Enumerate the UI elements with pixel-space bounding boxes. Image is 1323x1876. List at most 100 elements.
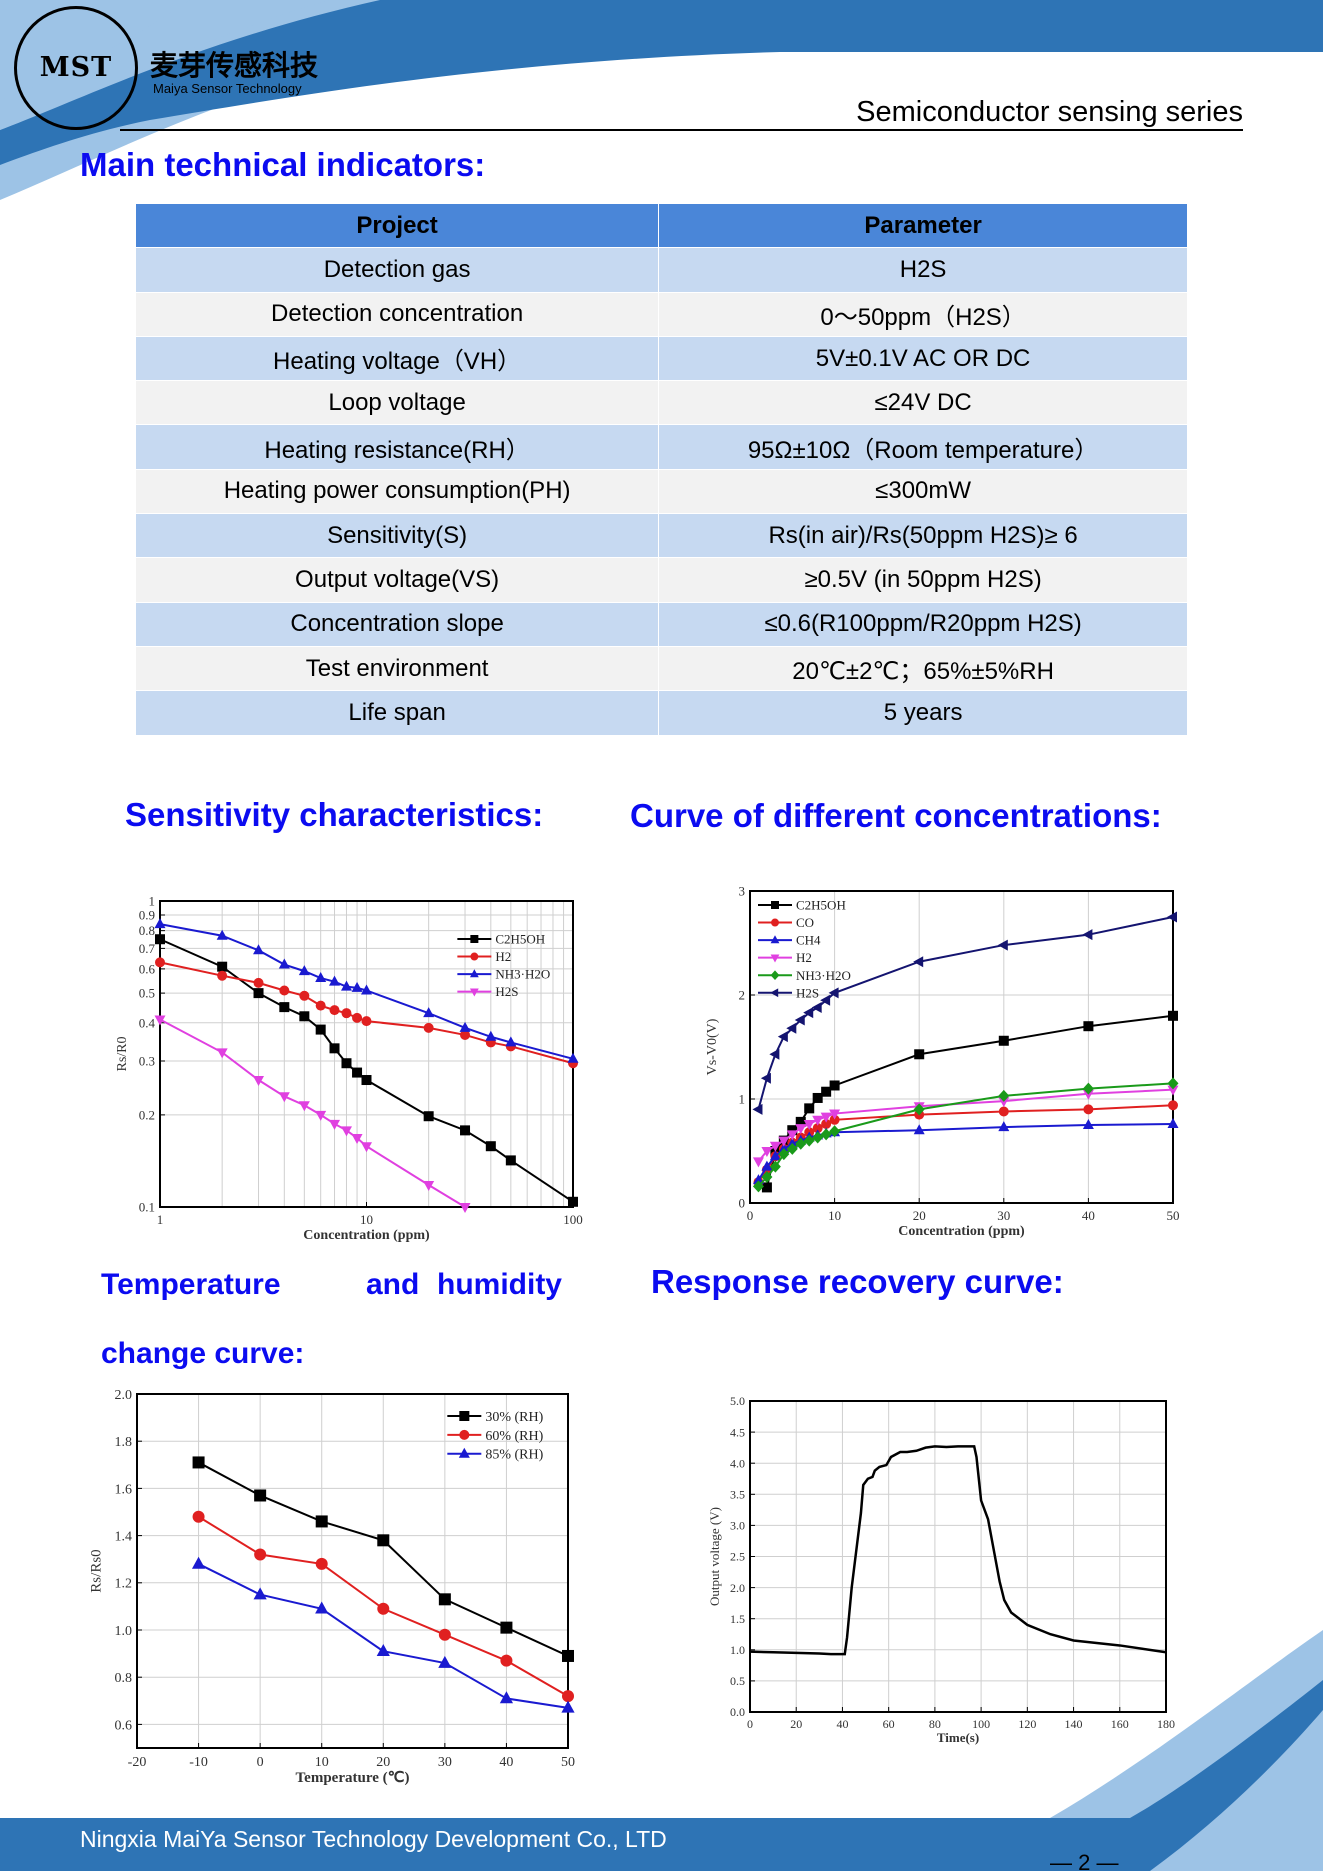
data-point — [1168, 1100, 1178, 1111]
table-row: Output voltage(VS) ≥0.5V (in 50ppm H2S) — [134, 557, 1188, 603]
project-cell: Heating power consumption(PH) — [134, 468, 660, 515]
table-row: Detection concentration 0～50ppm（H2S） — [134, 291, 1188, 337]
data-point — [778, 1142, 790, 1153]
y-tick-label: 0.8 — [139, 923, 155, 938]
legend-marker — [770, 954, 780, 963]
y-tick-label: 0.3 — [139, 1054, 155, 1069]
data-point — [562, 1649, 574, 1662]
x-axis-label: Temperature (℃) — [296, 1770, 410, 1786]
data-point — [253, 1076, 265, 1087]
data-point — [361, 1142, 372, 1153]
y-tick-label: 2 — [739, 988, 746, 1003]
data-point — [1167, 1117, 1179, 1128]
data-point — [253, 988, 264, 999]
data-point — [499, 1691, 514, 1704]
data-point — [812, 1092, 823, 1103]
data-point — [829, 1109, 841, 1120]
data-point — [191, 1556, 206, 1569]
header-divider — [120, 129, 1243, 131]
chart-4: 0 20 40 60 80 100 120 140 160 180 0.0 0.5 1.0 1.5 2.0 2… — [707, 1394, 1175, 1745]
legend-marker — [470, 952, 479, 961]
data-point — [377, 1534, 390, 1547]
series-h2s: H2S — [154, 984, 518, 1213]
legend-label: NH3·H2O — [796, 968, 851, 983]
project-cell: Concentration slope — [134, 601, 660, 647]
data-point — [786, 1137, 798, 1148]
x-tick-label: 50 — [1167, 1208, 1180, 1223]
y-axis-label: Rs/Rs0 — [89, 1549, 105, 1592]
x-tick-label: 0 — [257, 1755, 264, 1770]
data-point — [820, 1112, 832, 1123]
data-point — [217, 961, 228, 972]
legend-marker — [770, 970, 780, 980]
project-cell: Heating resistance(RH） — [134, 424, 660, 470]
data-point — [351, 1134, 363, 1145]
data-point — [752, 1103, 763, 1115]
y-tick-label: 0.6 — [115, 1718, 133, 1733]
x-tick-label: -10 — [189, 1755, 208, 1770]
data-point — [761, 1182, 772, 1193]
legend-label: C2H5OH — [796, 898, 846, 913]
data-point — [352, 1012, 363, 1023]
x-tick-label: 10 — [360, 1212, 373, 1227]
data-point — [254, 1489, 267, 1502]
y-tick-label: 0.7 — [139, 941, 156, 956]
x-tick-label: 120 — [1018, 1717, 1036, 1731]
table-row: Test environment 20℃±2℃；65%±5%RH — [134, 645, 1188, 692]
data-point — [423, 1022, 434, 1033]
project-cell: Heating voltage（VH） — [134, 335, 660, 382]
x-tick-label: 40 — [499, 1755, 513, 1770]
heading-change-curve: change curve: — [101, 1337, 305, 1370]
data-point — [254, 1548, 267, 1561]
data-point — [279, 1002, 290, 1013]
data-point — [315, 1601, 329, 1614]
data-point — [803, 1007, 814, 1019]
heading-concentration-curve: Curve of different concentrations: — [630, 797, 1162, 834]
legend-marker — [469, 969, 479, 978]
data-point — [279, 985, 290, 996]
data-point — [505, 1155, 516, 1166]
data-point — [459, 1203, 471, 1213]
column-header: Parameter — [658, 202, 1188, 249]
parameter-cell: H2S — [658, 247, 1188, 293]
data-point — [423, 1181, 435, 1192]
y-tick-label: 2.5 — [730, 1550, 745, 1564]
project-cell: Output voltage(VS) — [134, 557, 660, 603]
parameter-cell: 0～50ppm（H2S） — [658, 291, 1188, 337]
data-point — [786, 1142, 798, 1155]
x-tick-label: 100 — [972, 1717, 990, 1731]
data-point — [752, 1157, 764, 1168]
y-tick-label: 1.2 — [115, 1577, 133, 1592]
parameter-cell: 20℃±2℃；65%±5%RH — [658, 645, 1188, 692]
data-point — [253, 977, 264, 988]
table-row: Heating resistance(RH） 95Ω±10Ω（Room tempe… — [134, 424, 1188, 470]
data-point — [562, 1690, 574, 1703]
logo-circle — [14, 6, 138, 130]
data-point — [377, 1602, 390, 1615]
x-tick-label: 10 — [828, 1208, 841, 1223]
y-tick-label: 4.0 — [730, 1456, 745, 1470]
y-tick-label: 2.0 — [115, 1388, 133, 1403]
legend-marker — [771, 918, 779, 927]
data-point — [786, 1022, 797, 1034]
series-title: Semiconductor sensing series — [856, 96, 1243, 128]
plot-area — [137, 1394, 568, 1748]
data-point — [423, 1007, 435, 1018]
heading-response-recovery: Response recovery curve: — [651, 1263, 1064, 1300]
data-point — [795, 1137, 807, 1150]
data-point — [361, 1075, 372, 1086]
x-tick-label: 30 — [997, 1208, 1010, 1223]
data-point — [1082, 1082, 1094, 1095]
heading-main-indicators: Main technical indicators: — [80, 146, 486, 183]
data-point — [340, 1126, 352, 1137]
data-point — [500, 1654, 513, 1667]
data-point — [341, 1008, 352, 1019]
data-point — [299, 1011, 310, 1022]
series-nh3-h2o: NH3·H2O — [752, 968, 1179, 1193]
table-row: Detection gas H2S — [134, 247, 1188, 293]
data-point — [315, 1000, 326, 1011]
data-point — [829, 1125, 841, 1138]
x-axis-label: Time(s) — [937, 1730, 979, 1745]
table-row: Heating power consumption(PH) ≤300mW — [134, 468, 1188, 515]
